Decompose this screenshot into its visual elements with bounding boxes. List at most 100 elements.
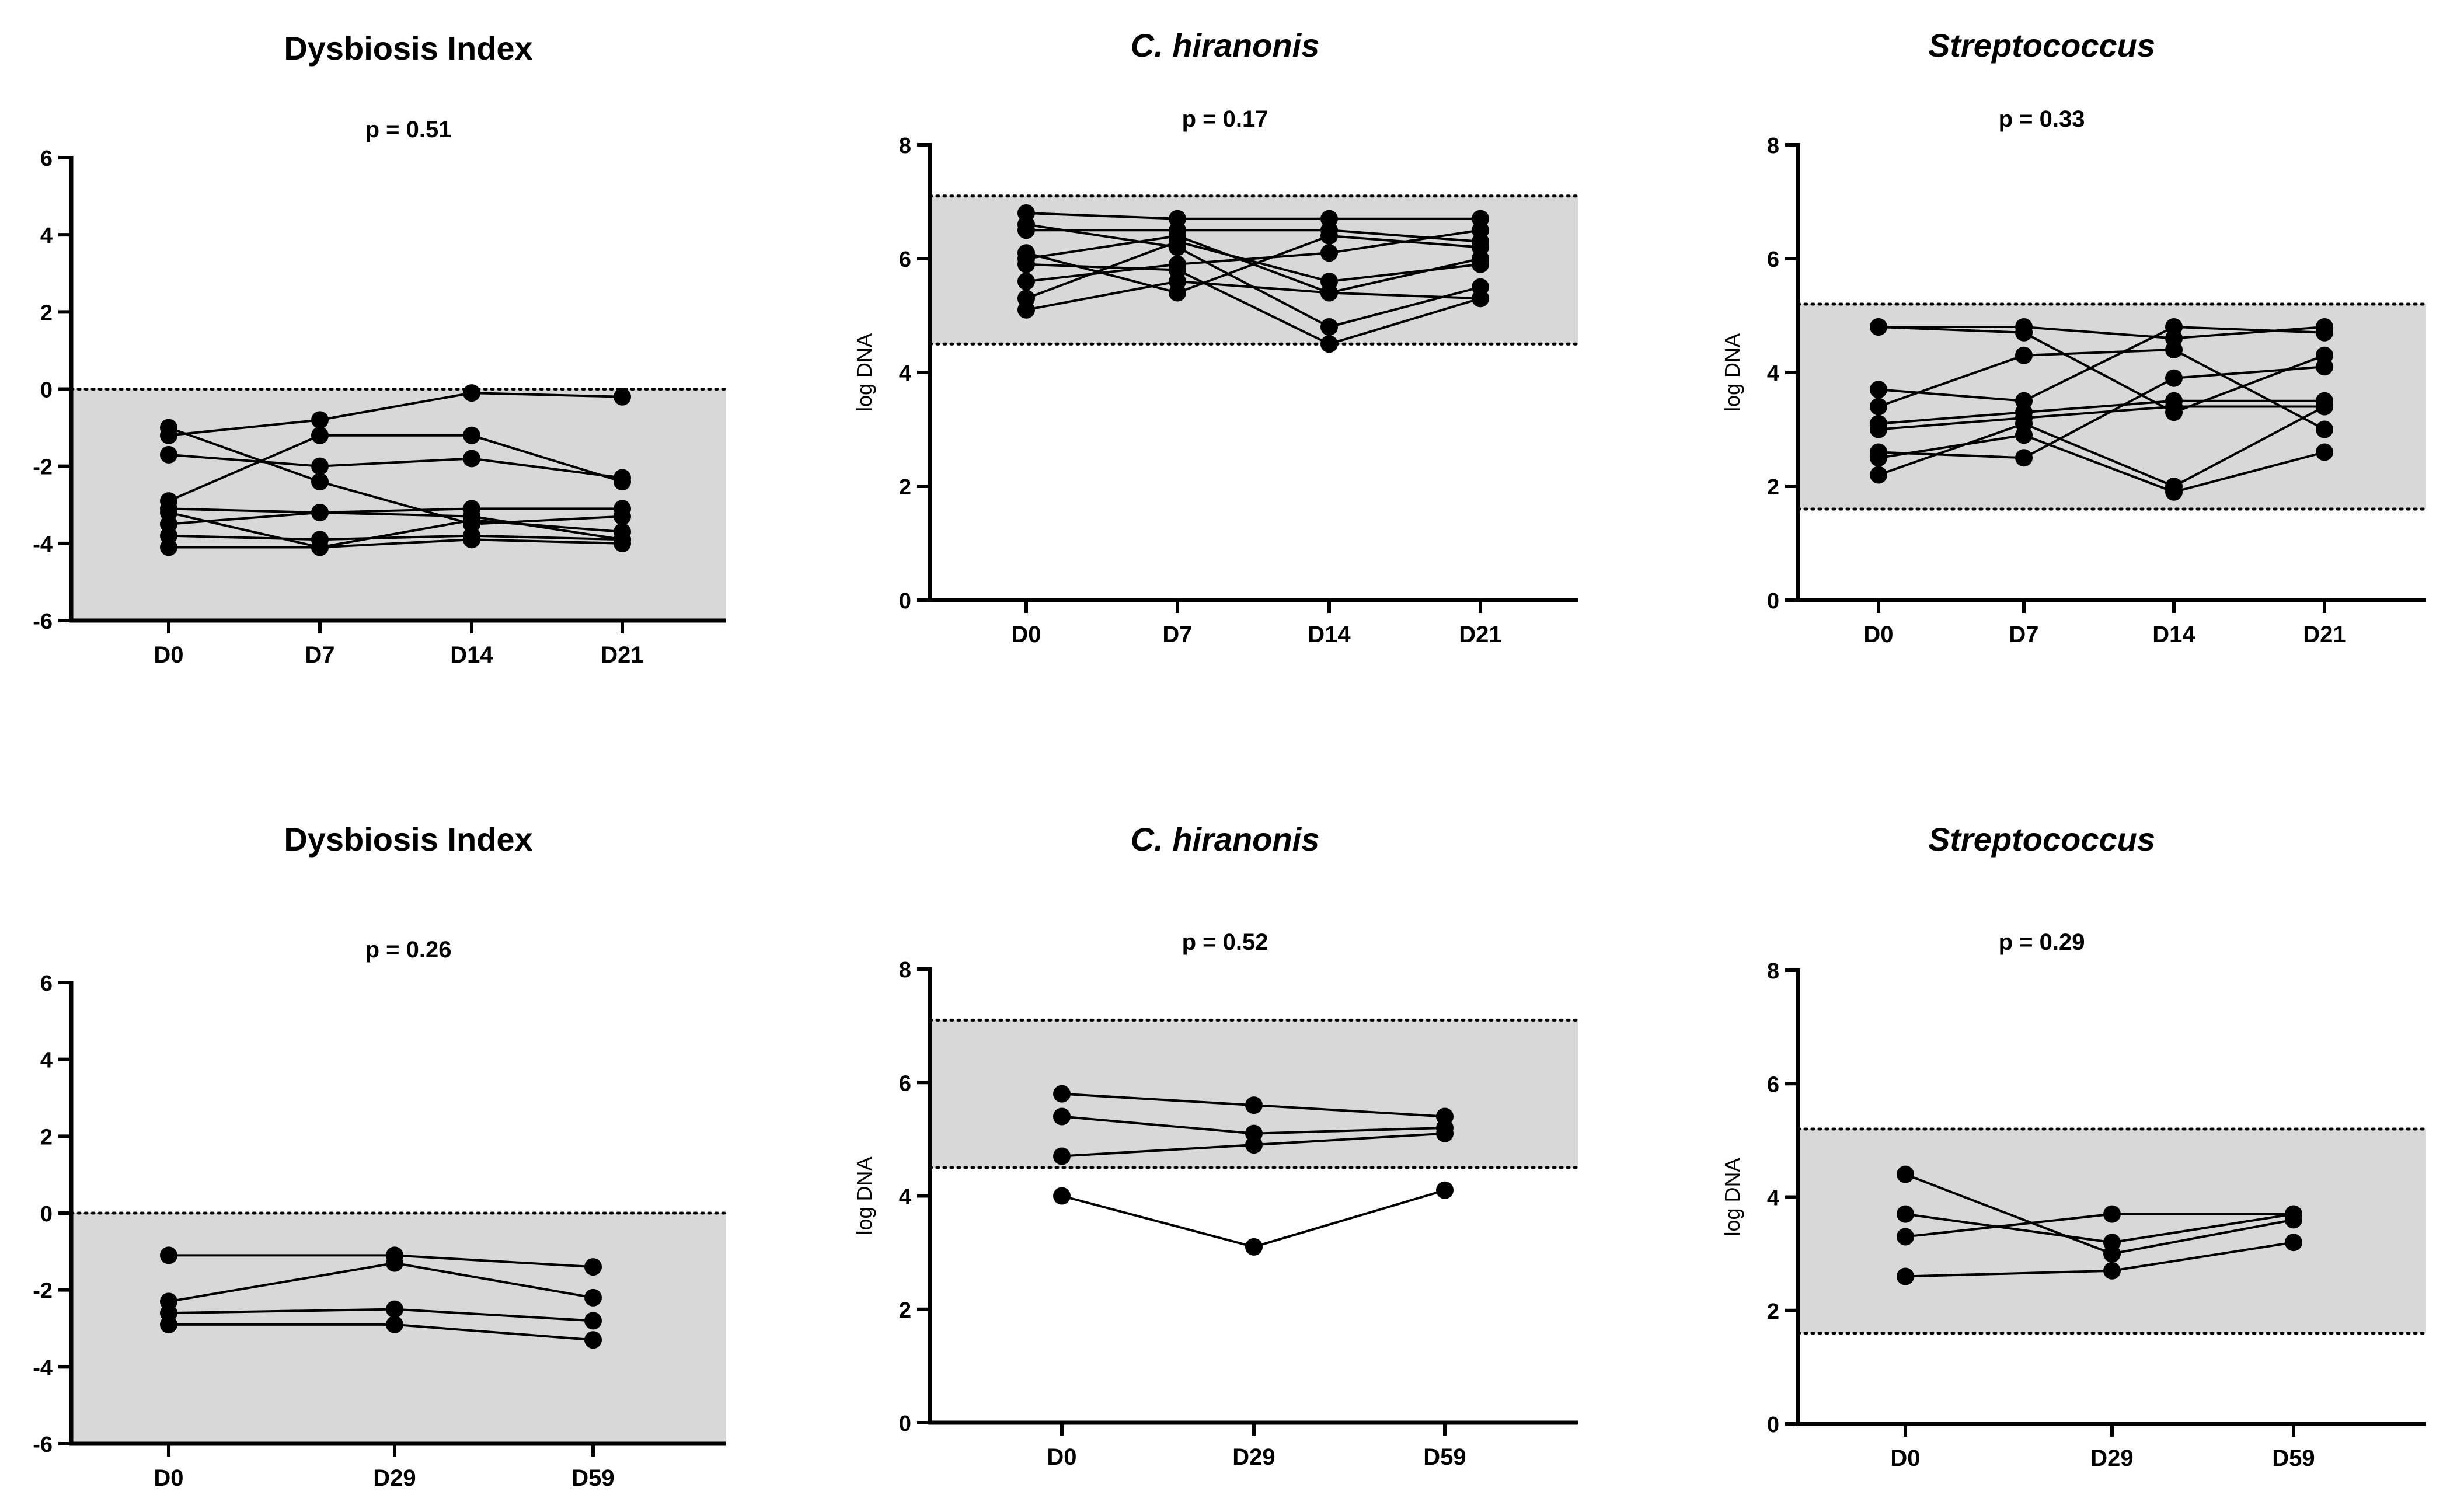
series-line <box>1878 405 2325 488</box>
data-point <box>2316 358 2333 376</box>
y-tick-label: -4 <box>33 1356 53 1380</box>
data-point <box>2015 414 2033 433</box>
data-point <box>614 473 631 491</box>
data-point <box>2165 478 2183 495</box>
panel-title: Streptococcus <box>1928 821 2155 858</box>
series-line <box>1878 365 2325 459</box>
y-tick-label: -2 <box>33 455 53 480</box>
panel-title: Dysbiosis Index <box>284 821 533 858</box>
panel-title: Dysbiosis Index <box>284 30 533 67</box>
chart-area: 0 2 4 6 8 log DNA D0 D7 D14 D21 <box>1720 134 2428 647</box>
x-tick-label: D0 <box>1011 622 1041 647</box>
chart-area: -6 -4 -2 0 2 4 6 D0 D29 D59 <box>33 971 727 1491</box>
series-subject-3 <box>1053 1124 1454 1165</box>
data-point <box>2103 1205 2121 1223</box>
series-subject-4 <box>1897 1234 2302 1285</box>
series-line <box>1878 434 2325 493</box>
data-point <box>1017 255 1035 273</box>
data-point <box>1897 1165 1914 1183</box>
data-point <box>311 503 329 521</box>
data-point <box>1870 449 1887 467</box>
series-line <box>168 453 623 479</box>
x-tick-label: D59 <box>1423 1444 1466 1470</box>
x-tick-label: D0 <box>1863 622 1893 647</box>
data-point <box>463 384 480 402</box>
data-point <box>1245 1136 1263 1154</box>
data-point <box>160 1315 177 1333</box>
series-subject-3 <box>1897 1205 2302 1246</box>
panel-streptococcus-d0-d21: Streptococcus p = 0.33 0 2 4 6 8 log DNA D0 D7 D… <box>1633 0 2450 756</box>
data-point <box>1436 1124 1454 1142</box>
data-point <box>160 426 177 444</box>
series-line <box>1026 240 1481 300</box>
y-tick-label: 6 <box>40 147 53 171</box>
data-point <box>2103 1234 2121 1252</box>
data-point <box>1017 221 1035 239</box>
series-subject-2 <box>160 384 631 444</box>
p-value-label: p = 0.52 <box>1182 929 1268 955</box>
panel-c-hiranonis-d0-d59: C. hiranonis p = 0.52 0 2 4 6 8 log DNA D0 D29 D… <box>817 756 1633 1512</box>
series-line <box>1026 212 1480 220</box>
series-line <box>1026 234 1481 294</box>
series-subject-4 <box>1053 1181 1454 1256</box>
data-point <box>1897 1267 1914 1285</box>
data-point <box>463 426 480 444</box>
data-point <box>2316 420 2333 438</box>
series-line <box>1879 326 2325 340</box>
y-tick-label: 2 <box>899 475 911 500</box>
panel-title: Streptococcus <box>1928 27 2155 64</box>
data-point <box>1897 1205 1914 1223</box>
y-tick-label: 2 <box>40 1125 53 1149</box>
series-line <box>168 426 623 525</box>
data-point <box>311 457 329 475</box>
panel-dysbiosis-index-d0-d21: Dysbiosis Index p = 0.51 -6 -4 -2 0 2 4 6 D0 D7 D… <box>0 0 817 756</box>
series-line <box>1026 263 1481 346</box>
x-tick-label: D7 <box>2009 622 2038 647</box>
data-point <box>1245 1238 1263 1256</box>
series-line <box>1026 280 1481 311</box>
series-subject-4 <box>160 1315 602 1349</box>
data-point <box>2165 341 2183 358</box>
y-tick-label: 2 <box>1767 475 1779 500</box>
y-tick-label: 8 <box>1767 959 1779 984</box>
reference-range-band <box>1798 1128 2426 1333</box>
y-axis-label: log DNA <box>1720 333 1744 412</box>
y-tick-label: 6 <box>40 971 53 996</box>
y-tick-label: 0 <box>40 378 53 403</box>
y-tick-label: 4 <box>1767 361 1779 386</box>
series-line <box>1878 325 2325 402</box>
data-point <box>2103 1262 2121 1280</box>
data-point <box>584 1258 602 1276</box>
data-point <box>1472 290 1489 308</box>
data-point <box>1870 398 1887 416</box>
data-point <box>1017 301 1035 319</box>
data-point <box>386 1315 403 1333</box>
series-line <box>1026 229 1481 243</box>
x-tick-label: D59 <box>571 1465 614 1491</box>
data-point <box>2015 346 2033 364</box>
y-tick-label: 8 <box>899 958 911 983</box>
series-line <box>169 538 623 549</box>
x-tick-label: D7 <box>1162 622 1192 647</box>
x-tick-label: D21 <box>601 642 643 668</box>
data-point <box>2015 323 2033 342</box>
y-tick-label: 0 <box>40 1202 53 1227</box>
y-tick-label: 4 <box>899 361 911 386</box>
series-subject-2 <box>1870 318 2333 421</box>
data-point <box>614 500 631 518</box>
data-point <box>311 473 329 491</box>
series-subject-7 <box>1017 221 1489 290</box>
x-tick-label: D29 <box>1232 1444 1275 1470</box>
data-point <box>1897 1228 1914 1246</box>
data-point <box>1472 221 1489 239</box>
y-tick-label: 8 <box>899 134 911 158</box>
data-point <box>1320 284 1338 302</box>
data-point <box>584 1288 602 1307</box>
series-line <box>168 434 623 502</box>
y-tick-label: 0 <box>1767 1413 1779 1437</box>
data-point <box>2316 323 2333 342</box>
y-tick-label: 4 <box>1767 1186 1779 1211</box>
x-tick-label: D0 <box>154 1465 183 1491</box>
data-point <box>1436 1181 1454 1199</box>
data-point <box>2316 398 2333 416</box>
